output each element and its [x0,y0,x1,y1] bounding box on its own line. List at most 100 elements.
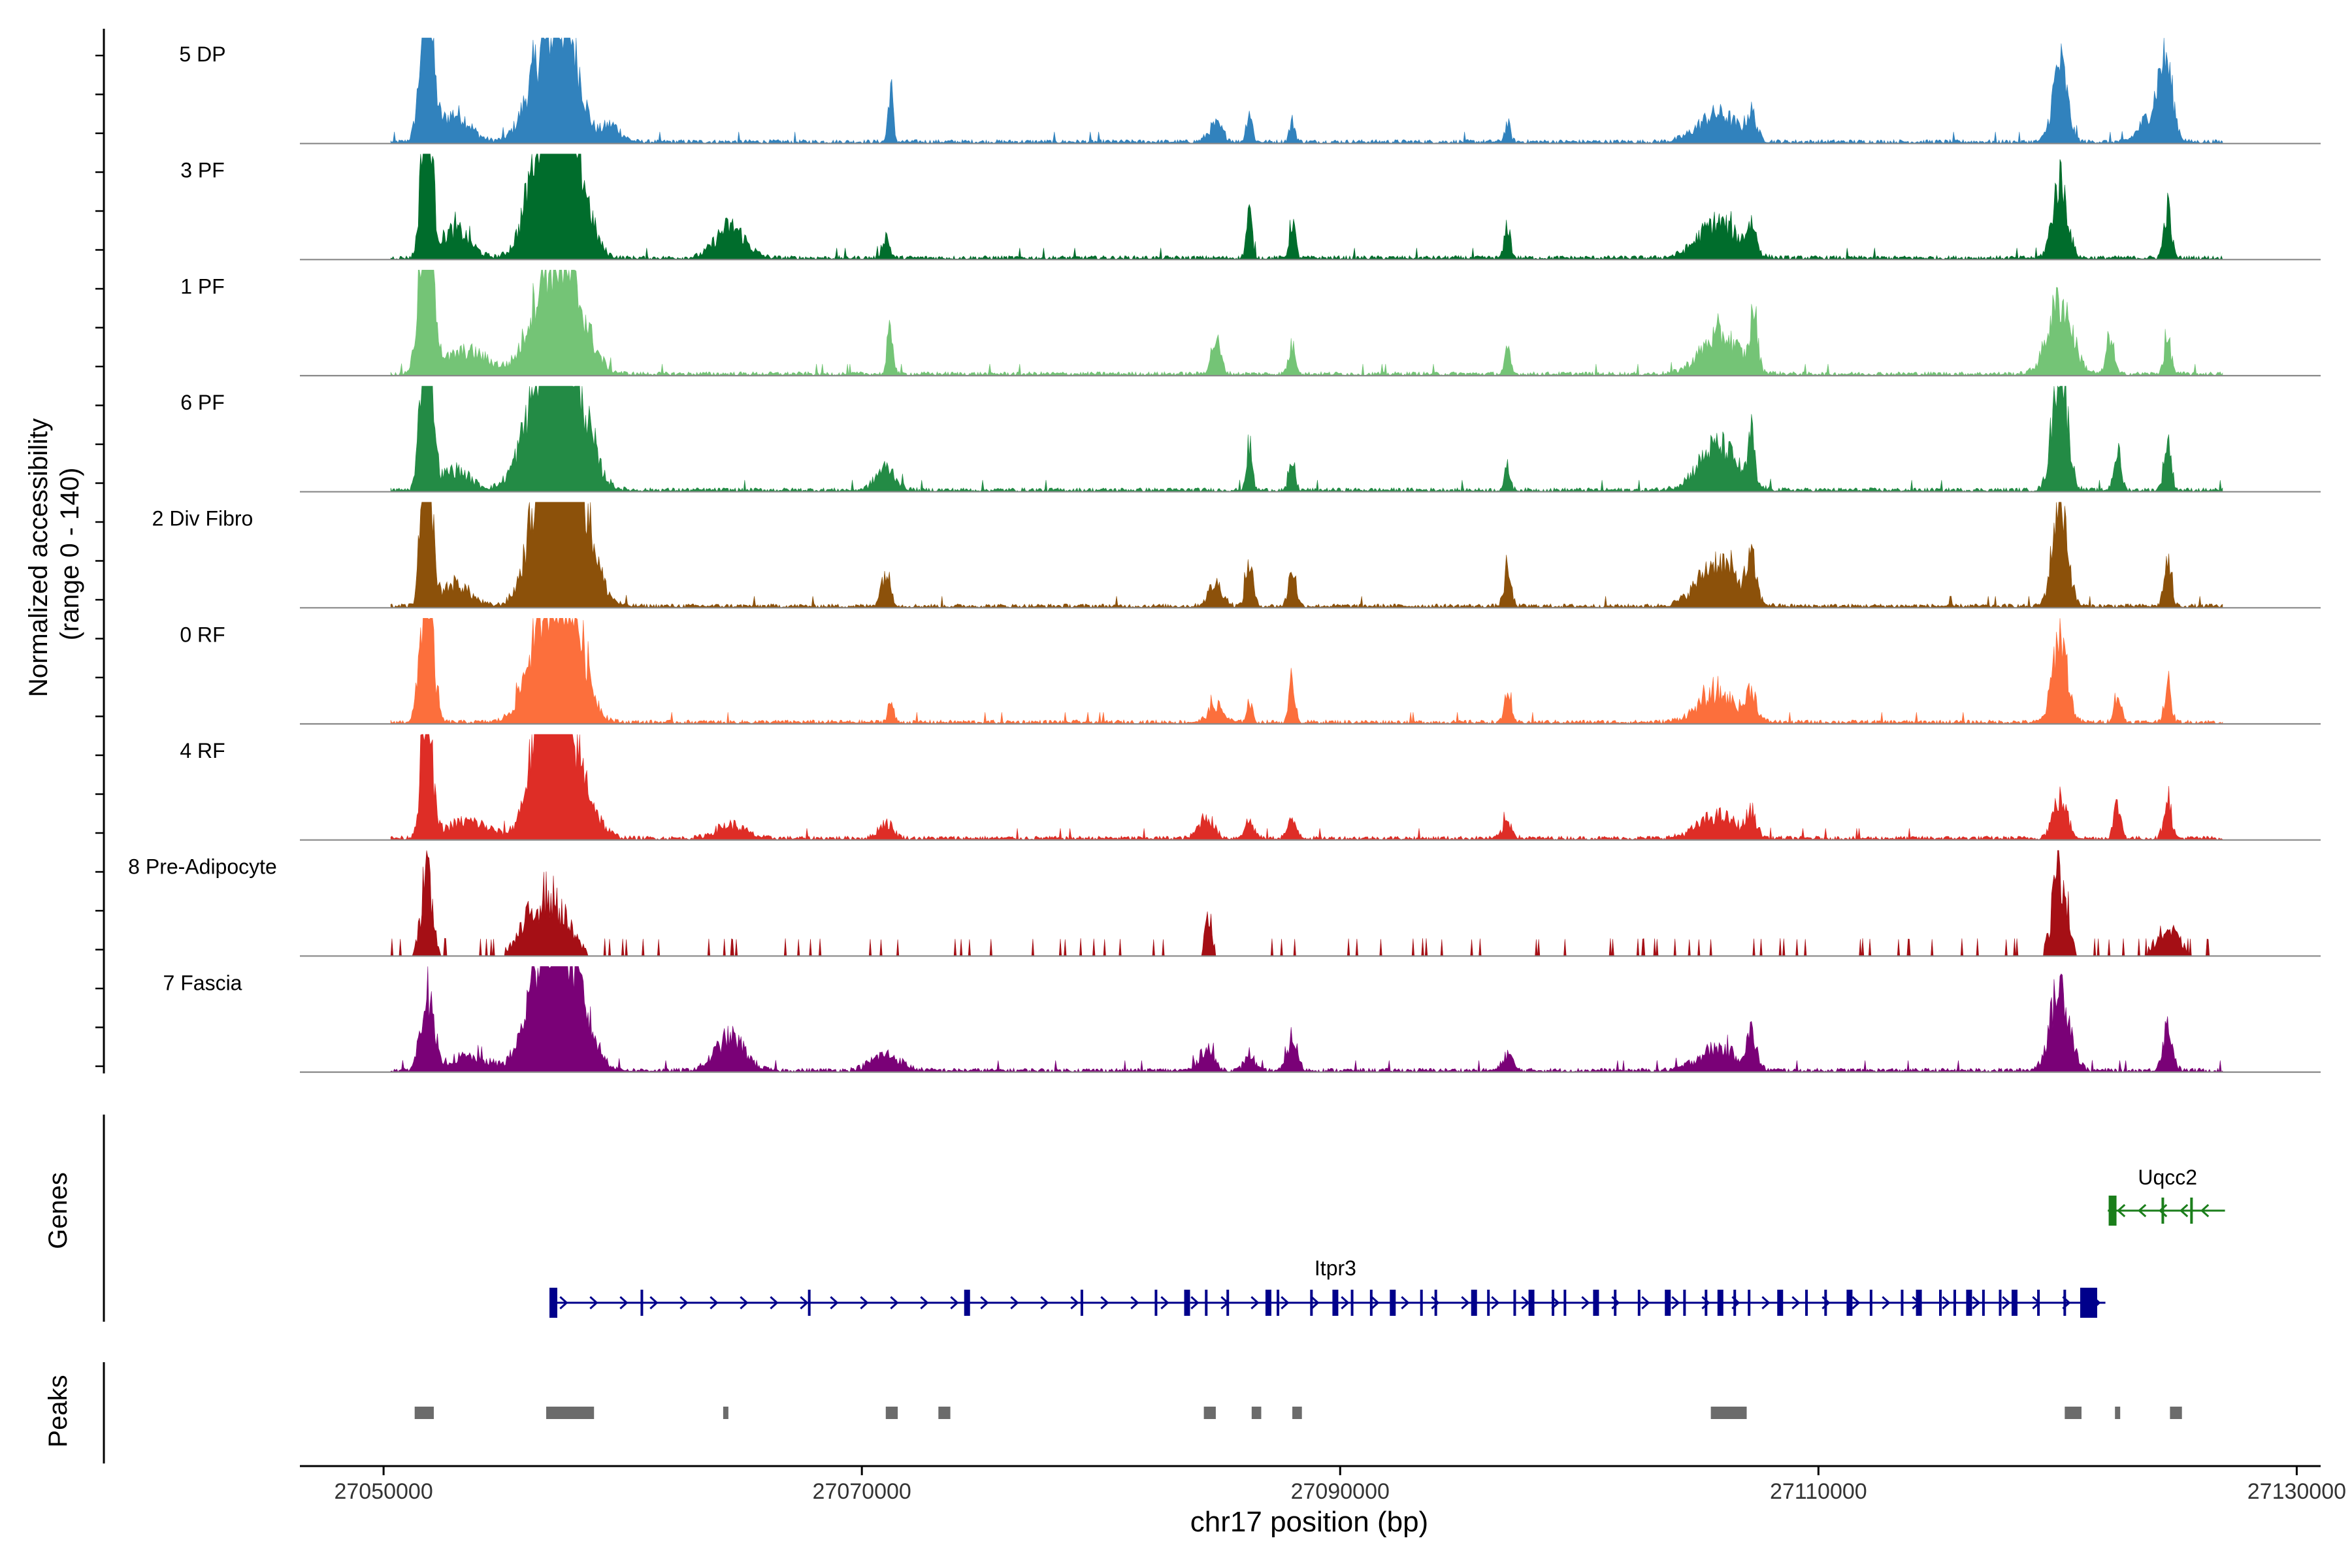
track-label: 2 Div Fibro [152,507,253,531]
exon [1982,1290,1985,1316]
x-tick-label: 27130000 [2247,1479,2346,1504]
strand-arrow [1761,1296,1771,1310]
exon [1916,1290,1922,1316]
exon [964,1290,970,1316]
exon [549,1288,557,1318]
exon [1420,1290,1423,1316]
exon [1717,1290,1723,1316]
exon [640,1290,644,1316]
exon [1614,1290,1617,1316]
strand-arrow [1341,1296,1350,1310]
strand-arrow [1882,1296,1891,1310]
exon [1205,1290,1208,1316]
peak-region [2115,1407,2121,1419]
strand-arrow [770,1296,779,1310]
strand-arrow [1371,1296,1380,1310]
strand-arrow [1130,1296,1139,1310]
strand-arrow [1972,1296,1981,1310]
strand-arrow [920,1296,929,1310]
peak-region [2065,1407,2082,1419]
exon [1637,1290,1641,1316]
exon [1665,1290,1671,1316]
exon [1846,1290,1853,1316]
coverage-area [390,734,2223,841]
exon [2037,1290,2040,1316]
coverage-area [390,154,2223,261]
strand-arrow [1010,1296,1019,1310]
strand-arrow [980,1296,989,1310]
x-tick-label: 27070000 [813,1479,911,1504]
exon [1226,1290,1230,1316]
x-axis-title: chr17 position (bp) [1190,1506,1428,1538]
exon [1805,1290,1808,1316]
strand-arrow [1701,1296,1710,1310]
strand-arrow [1431,1296,1440,1310]
exon [1332,1290,1339,1316]
exon [1563,1290,1567,1316]
track-5-dp: 5 DP [179,37,2321,144]
strand-arrow [890,1296,899,1310]
strand-arrow [2200,1203,2210,1218]
exon [2011,1290,2017,1316]
peak-region [885,1407,898,1419]
strand-arrow [2179,1203,2189,1218]
track-6-pf: 6 PF [180,385,2321,493]
exon [1390,1290,1396,1316]
x-tick-label: 27090000 [1291,1479,1390,1504]
track-label: 5 DP [179,42,225,66]
peak-region [2170,1407,2182,1419]
peak-region [1203,1407,1216,1419]
peak-track [414,1407,2182,1419]
exon [1824,1290,1827,1316]
peak-region [938,1407,951,1419]
genes-panel-title: Genes [44,1172,73,1249]
gene-itpr3: Itpr3 [549,1256,2106,1318]
coverage-area [390,502,2223,609]
coverage-area [390,37,2223,144]
strand-arrow [2137,1203,2147,1218]
exon [1953,1290,1956,1316]
exon [1350,1290,1354,1316]
strand-arrow [1791,1296,1801,1310]
gene-label: Itpr3 [1315,1256,1356,1280]
gene-uqcc2: Uqcc2 [2108,1166,2225,1226]
exon [1705,1290,1708,1316]
peaks-panel-title: Peaks [44,1375,73,1447]
track-label: 3 PF [180,159,225,182]
peak-region [1292,1407,1302,1419]
track-label: 7 Fascia [163,971,242,994]
exon [1154,1290,1158,1316]
strand-arrow [1160,1296,1169,1310]
track-3-pf: 3 PF [180,154,2321,261]
strand-arrow [1942,1296,1951,1310]
track-label: 0 RF [180,623,225,646]
exon [1939,1290,1942,1316]
strand-arrow [619,1296,629,1310]
strand-arrow [2002,1296,2011,1310]
peak-region [1710,1407,1747,1419]
exon [1080,1290,1083,1316]
track-label: 6 PF [180,391,225,414]
strand-arrow [1641,1296,1650,1310]
strand-arrow [1040,1296,1049,1310]
strand-arrow [950,1296,959,1310]
exon [1966,1290,1972,1316]
exon [1265,1290,1271,1316]
strand-arrow [1190,1296,1200,1310]
exon [1683,1290,1686,1316]
exon [1434,1290,1437,1316]
exon [1733,1290,1737,1316]
exon [2161,1198,2164,1224]
exon [1310,1290,1313,1316]
track-label: 4 RF [180,739,225,762]
y-axis-title-line-1: Normalized accessibility [24,418,53,697]
strand-arrow [1521,1296,1530,1310]
strand-arrow [1671,1296,1680,1310]
exon [1999,1290,2002,1316]
exon [1184,1290,1190,1316]
strand-arrow [589,1296,598,1310]
exon [1471,1290,1477,1316]
strand-arrow [740,1296,749,1310]
